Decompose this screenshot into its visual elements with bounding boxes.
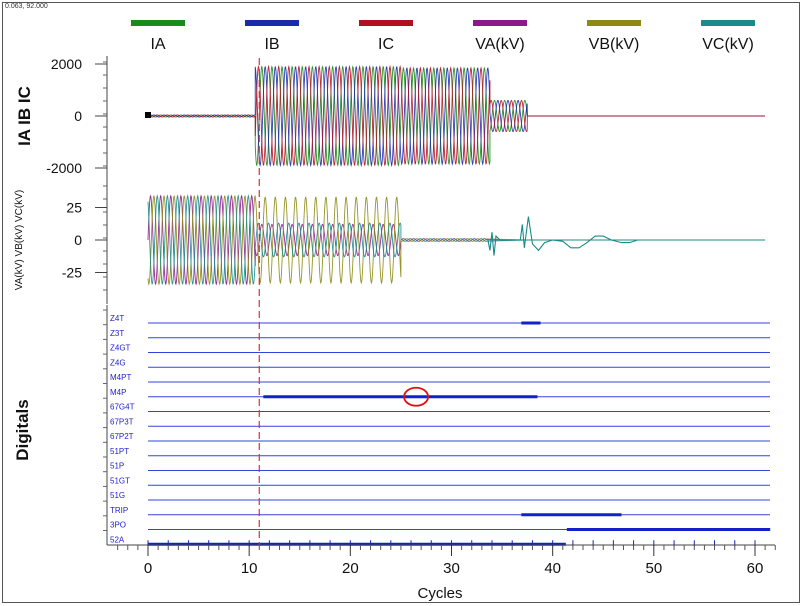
digital-channel-label: 51GT bbox=[110, 476, 130, 485]
legend-label: VA(kV) bbox=[475, 36, 524, 53]
digital-channel-label: 3PO bbox=[110, 521, 126, 530]
x-tick-label: 50 bbox=[645, 560, 662, 577]
highlight-circle bbox=[403, 386, 429, 407]
legend-label: IB bbox=[264, 36, 279, 53]
digital-channel-label: M4P bbox=[110, 388, 126, 397]
legend-label: IC bbox=[378, 36, 394, 53]
digital-channel-label: Z4T bbox=[110, 314, 124, 323]
digital-channel-label: TRIP bbox=[110, 506, 128, 515]
x-tick-label: 0 bbox=[144, 560, 152, 577]
digital-channel-label: 52A bbox=[110, 535, 125, 544]
legend-swatch-vc-kv- bbox=[701, 20, 755, 26]
x-tick-label: 60 bbox=[747, 560, 764, 577]
digital-channel-label: 67G4T bbox=[110, 403, 135, 412]
x-tick-label: 20 bbox=[342, 560, 359, 577]
digital-channel-label: 51PT bbox=[110, 447, 129, 456]
y-axis-label: VA(kV) VB(kV) VC(kV) bbox=[14, 190, 25, 290]
y-tick-label: -25 bbox=[62, 265, 82, 281]
voltage-transient-line bbox=[487, 216, 766, 256]
coordinate-readout: 0.063, 92.000 bbox=[5, 3, 48, 10]
y-tick-label: 2000 bbox=[51, 56, 82, 72]
digital-channel-label: Z4G bbox=[110, 358, 126, 367]
legend-swatch-vb-kv- bbox=[587, 20, 641, 26]
legend-swatch-ic bbox=[359, 20, 413, 26]
digital-channel-label: M4PT bbox=[110, 373, 131, 382]
y-tick-label: 25 bbox=[66, 200, 82, 216]
digital-channel-label: Z3T bbox=[110, 329, 124, 338]
x-tick-label: 40 bbox=[544, 560, 561, 577]
x-tick-label: 30 bbox=[443, 560, 460, 577]
legend-swatch-va-kv- bbox=[473, 20, 527, 26]
x-tick-label: 10 bbox=[241, 560, 258, 577]
y-tick-label: -2000 bbox=[46, 160, 82, 176]
digital-channel-label: 67P2T bbox=[110, 432, 134, 441]
series-line-ic bbox=[147, 64, 765, 166]
digital-channel-label: 51P bbox=[110, 462, 124, 471]
digital-channel-label: Z4GT bbox=[110, 344, 131, 353]
y-axis-label: IA IB IC bbox=[15, 86, 34, 146]
x-axis-label: Cycles bbox=[417, 585, 462, 602]
digital-channel-label: 67P3T bbox=[110, 417, 134, 426]
panel-1: 25 0 -25 VA(kV) VB(kV) VC(kV) bbox=[14, 180, 765, 304]
y-tick-label: 0 bbox=[74, 232, 82, 248]
legend-label: IA bbox=[150, 36, 165, 53]
y-tick-label: 0 bbox=[74, 108, 82, 124]
panel-0: 2000 0 -2000 IA IB IC bbox=[15, 56, 765, 180]
legend-label: VC(kV) bbox=[702, 36, 754, 53]
legend-swatch-ia bbox=[131, 20, 185, 26]
digital-channel-label: 51G bbox=[110, 491, 125, 500]
start-marker bbox=[145, 112, 151, 118]
digitals-axis-label: Digitals bbox=[13, 399, 32, 460]
legend-label: VB(kV) bbox=[589, 36, 640, 53]
legend-swatch-ib bbox=[245, 20, 299, 26]
